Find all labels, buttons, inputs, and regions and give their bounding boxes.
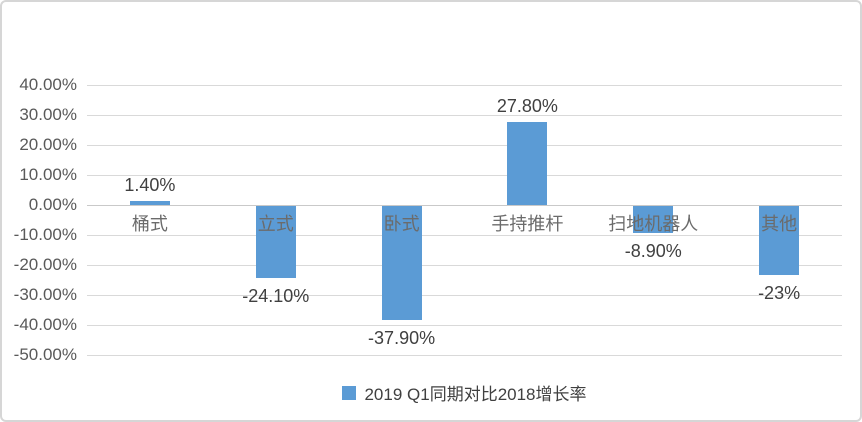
bar-value-label: 27.80% (496, 95, 558, 116)
legend-label: 2019 Q1同期对比2018增长率 (364, 385, 587, 404)
y-axis-tick-label: 10.00% (19, 165, 77, 184)
bar (381, 206, 422, 320)
gridline (87, 265, 842, 266)
bar (507, 121, 548, 205)
legend: 2019 Q1同期对比2018增长率 (87, 380, 842, 405)
y-axis-tick-label: 0.00% (28, 195, 77, 214)
y-axis-tick-label: -10.00% (13, 225, 77, 244)
gridline (87, 175, 842, 176)
bar-value-label: -8.90% (624, 240, 682, 261)
bar (129, 200, 170, 205)
legend-marker-icon (342, 385, 357, 400)
gridline (87, 295, 842, 296)
bar-value-label: -23% (758, 283, 801, 303)
bar-value-label: -37.90% (368, 327, 436, 348)
gridline (87, 115, 842, 116)
gridline (87, 85, 842, 86)
category-label: 手持推杆 (491, 214, 564, 234)
y-axis-tick-label: -30.00% (13, 285, 77, 304)
bar (633, 206, 674, 233)
bar (759, 206, 800, 275)
gridline (87, 145, 842, 146)
category-label: 卧式 (383, 214, 420, 234)
bar (255, 206, 296, 279)
y-axis-tick-label: -20.00% (13, 255, 77, 274)
category-label: 其他 (761, 214, 798, 234)
bar-value-label: 1.40% (124, 174, 176, 195)
bar-value-label: -24.10% (242, 286, 310, 307)
gridline (87, 325, 842, 326)
category-label: 立式 (257, 214, 294, 234)
y-axis-tick-label: -50.00% (13, 345, 77, 364)
gridline (87, 355, 842, 356)
gridline (87, 235, 842, 236)
y-axis-tick-label: 30.00% (19, 105, 77, 124)
y-axis-tick-label: 40.00% (19, 75, 77, 94)
x-axis-line (87, 205, 842, 206)
category-label: 桶式 (131, 214, 168, 234)
y-axis-tick-label: -40.00% (13, 315, 77, 334)
y-axis-tick-label: 20.00% (19, 135, 77, 154)
category-label: 扫地机器人 (608, 214, 699, 234)
